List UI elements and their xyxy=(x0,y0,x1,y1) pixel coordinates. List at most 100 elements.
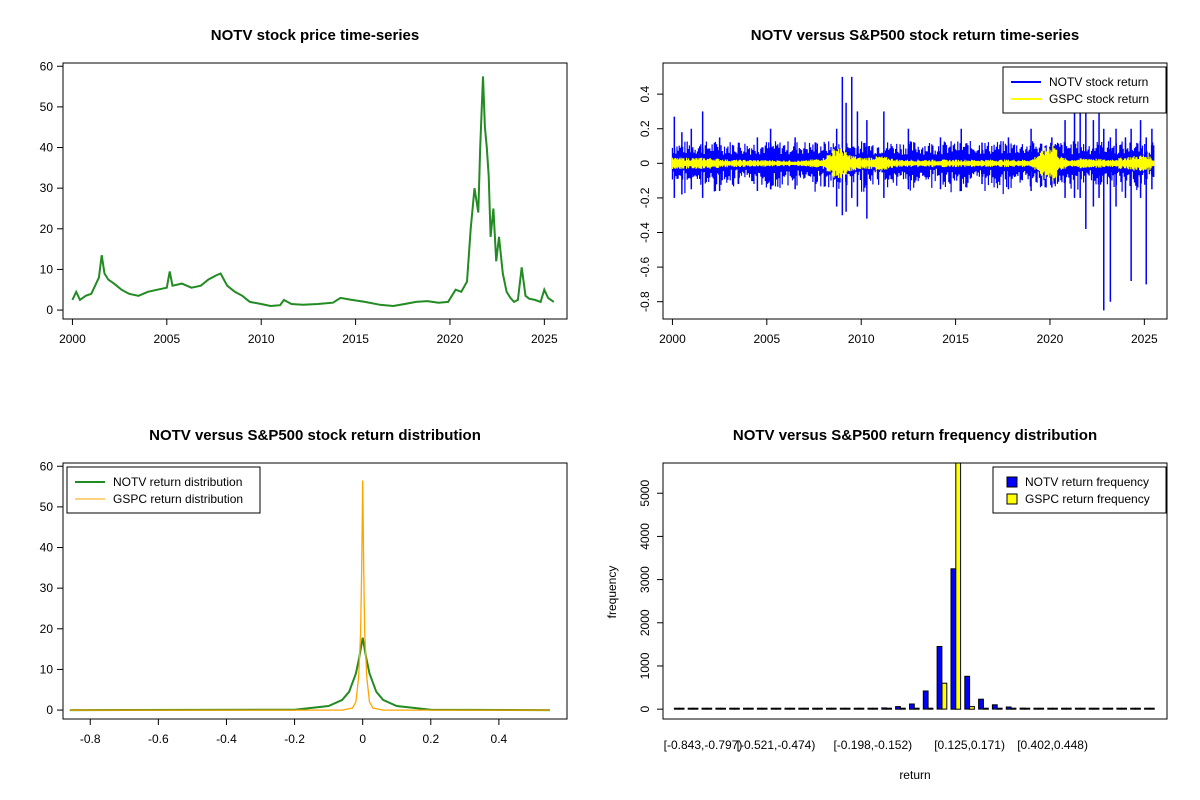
gspc-frequency-bar xyxy=(941,682,948,710)
legend-label-gspc: GSPC stock return xyxy=(1049,92,1149,106)
notv-frequency-bar xyxy=(701,707,708,710)
y-tick-label: 60 xyxy=(40,59,54,73)
y-tick-label: 1000 xyxy=(638,652,652,679)
notv-frequency-bar xyxy=(729,707,736,710)
notv-frequency-bar xyxy=(1074,707,1081,710)
y-tick-label: 20 xyxy=(40,622,54,636)
gspc-frequency-bar xyxy=(706,707,713,710)
x-tick-label: -0.2 xyxy=(284,732,305,746)
notv-frequency-bar xyxy=(867,707,874,710)
gspc-frequency-bar xyxy=(803,707,810,710)
price-time-series-panel: NOTV stock price time-series 0 10 20 30 40 50… xyxy=(40,27,568,346)
return-time-series-panel: NOTV versus S&P500 stock return time-ser… xyxy=(638,27,1168,346)
gspc-frequency-bar xyxy=(1038,707,1045,710)
notv-frequency-bar xyxy=(978,698,984,710)
y-tick-label: 5000 xyxy=(638,480,652,507)
notv-frequency-bar xyxy=(687,707,694,710)
gspc-frequency-bar xyxy=(1010,707,1017,710)
y-tick-label: 0.2 xyxy=(638,120,652,137)
x-tick-label: 2025 xyxy=(531,332,558,346)
notv-frequency-bar xyxy=(1061,707,1067,710)
y-tick-label: -0.2 xyxy=(638,187,652,208)
y-tick-label: 50 xyxy=(40,100,54,114)
y-tick-label: 0 xyxy=(46,303,53,317)
chart-title: NOTV versus S&P500 stock return time-ser… xyxy=(751,27,1079,44)
gspc-frequency-bar xyxy=(844,707,851,710)
gspc-frequency-bar xyxy=(1052,707,1058,710)
legend: NOTV return frequency GSPC return freque… xyxy=(992,466,1167,514)
legend-label-notv: NOTV return frequency xyxy=(1025,475,1149,489)
y-tick-label: -0.4 xyxy=(638,222,652,243)
x-tick-label: 2020 xyxy=(437,332,464,346)
x-tick-label: [-0.198,-0.152) xyxy=(833,738,912,752)
notv-frequency-bar xyxy=(812,707,819,710)
notv-density-line xyxy=(69,637,551,712)
notv-frequency-bar xyxy=(881,707,888,710)
gspc-frequency-bar xyxy=(969,706,975,710)
notv-frequency-bar xyxy=(756,707,763,710)
y-tick-label: 4000 xyxy=(638,523,652,550)
legend-swatch-notv xyxy=(1006,476,1018,488)
gspc-frequency-bar xyxy=(775,707,782,710)
gspc-frequency-bar xyxy=(996,707,1003,710)
gspc-frequency-bar xyxy=(913,707,920,710)
x-tick-label: 0 xyxy=(359,732,366,746)
gspc-frequency-bar xyxy=(761,707,768,710)
plot-frame xyxy=(62,62,568,320)
gspc-frequency-bar xyxy=(1135,707,1141,710)
x-tick-label: 2015 xyxy=(942,332,969,346)
gspc-frequency-bar xyxy=(1148,707,1155,710)
gspc-frequency-bar xyxy=(817,707,823,710)
x-tick-label: [-0.521,-0.474) xyxy=(737,738,816,752)
notv-frequency-bar xyxy=(1033,707,1040,710)
notv-frequency-bar xyxy=(991,704,998,710)
return-frequency-panel: NOTV versus S&P500 return frequency dist… xyxy=(605,427,1168,782)
gspc-frequency-bar xyxy=(1107,707,1114,710)
legend-label-notv: NOTV stock return xyxy=(1049,75,1148,89)
y-tick-label: 50 xyxy=(40,500,54,514)
return-distribution-panel: NOTV versus S&P500 stock return distribu… xyxy=(40,427,568,746)
x-tick-label: [0.125,0.171) xyxy=(934,738,1005,752)
x-tick-label: -0.4 xyxy=(216,732,237,746)
x-tick-label: 2005 xyxy=(153,332,180,346)
notv-frequency-bar xyxy=(1116,707,1123,710)
legend-swatch-gspc xyxy=(1006,493,1018,505)
chart-title: NOTV stock price time-series xyxy=(211,27,419,44)
notv-frequency-bar xyxy=(964,675,971,710)
gspc-frequency-bar xyxy=(734,707,740,710)
legend: NOTV return distribution GSPC return dis… xyxy=(66,466,261,514)
y-tick-label: 0 xyxy=(638,160,652,167)
gspc-frequency-bar xyxy=(692,707,699,710)
y-tick-label: 0.4 xyxy=(638,85,652,102)
plot-frame xyxy=(662,62,1168,320)
gspc-density-line xyxy=(69,480,550,711)
x-axis-label: return xyxy=(899,768,930,782)
x-tick-label: -0.6 xyxy=(148,732,169,746)
x-tick-label: 0.2 xyxy=(422,732,439,746)
x-tick-label: 2020 xyxy=(1037,332,1064,346)
chart-title: NOTV versus S&P500 return frequency dist… xyxy=(733,427,1097,444)
gspc-return-band xyxy=(671,145,1155,182)
notv-frequency-bar xyxy=(1005,706,1012,710)
notv-frequency-bar xyxy=(936,646,943,710)
y-tick-label: 20 xyxy=(40,222,54,236)
notv-frequency-bar xyxy=(909,703,915,710)
y-tick-label: 40 xyxy=(40,541,54,555)
legend-label-gspc: GSPC return frequency xyxy=(1025,492,1150,506)
gspc-frequency-bar xyxy=(1121,707,1127,710)
gspc-frequency-bar xyxy=(789,707,796,710)
x-tick-label: [-0.843,-0.797) xyxy=(664,738,743,752)
gspc-frequency-bar xyxy=(955,462,962,710)
y-tick-label: 10 xyxy=(40,262,54,276)
x-tick-label: 2010 xyxy=(248,332,275,346)
notv-frequency-bar xyxy=(1144,707,1150,710)
legend-label-gspc: GSPC return distribution xyxy=(113,492,243,506)
y-tick-label: 60 xyxy=(40,459,54,473)
gspc-frequency-bar xyxy=(886,707,893,710)
y-tick-label: 40 xyxy=(40,141,54,155)
y-tick-label: -0.6 xyxy=(638,256,652,277)
y-tick-label: 3000 xyxy=(638,566,652,593)
gspc-frequency-bar xyxy=(983,707,989,710)
